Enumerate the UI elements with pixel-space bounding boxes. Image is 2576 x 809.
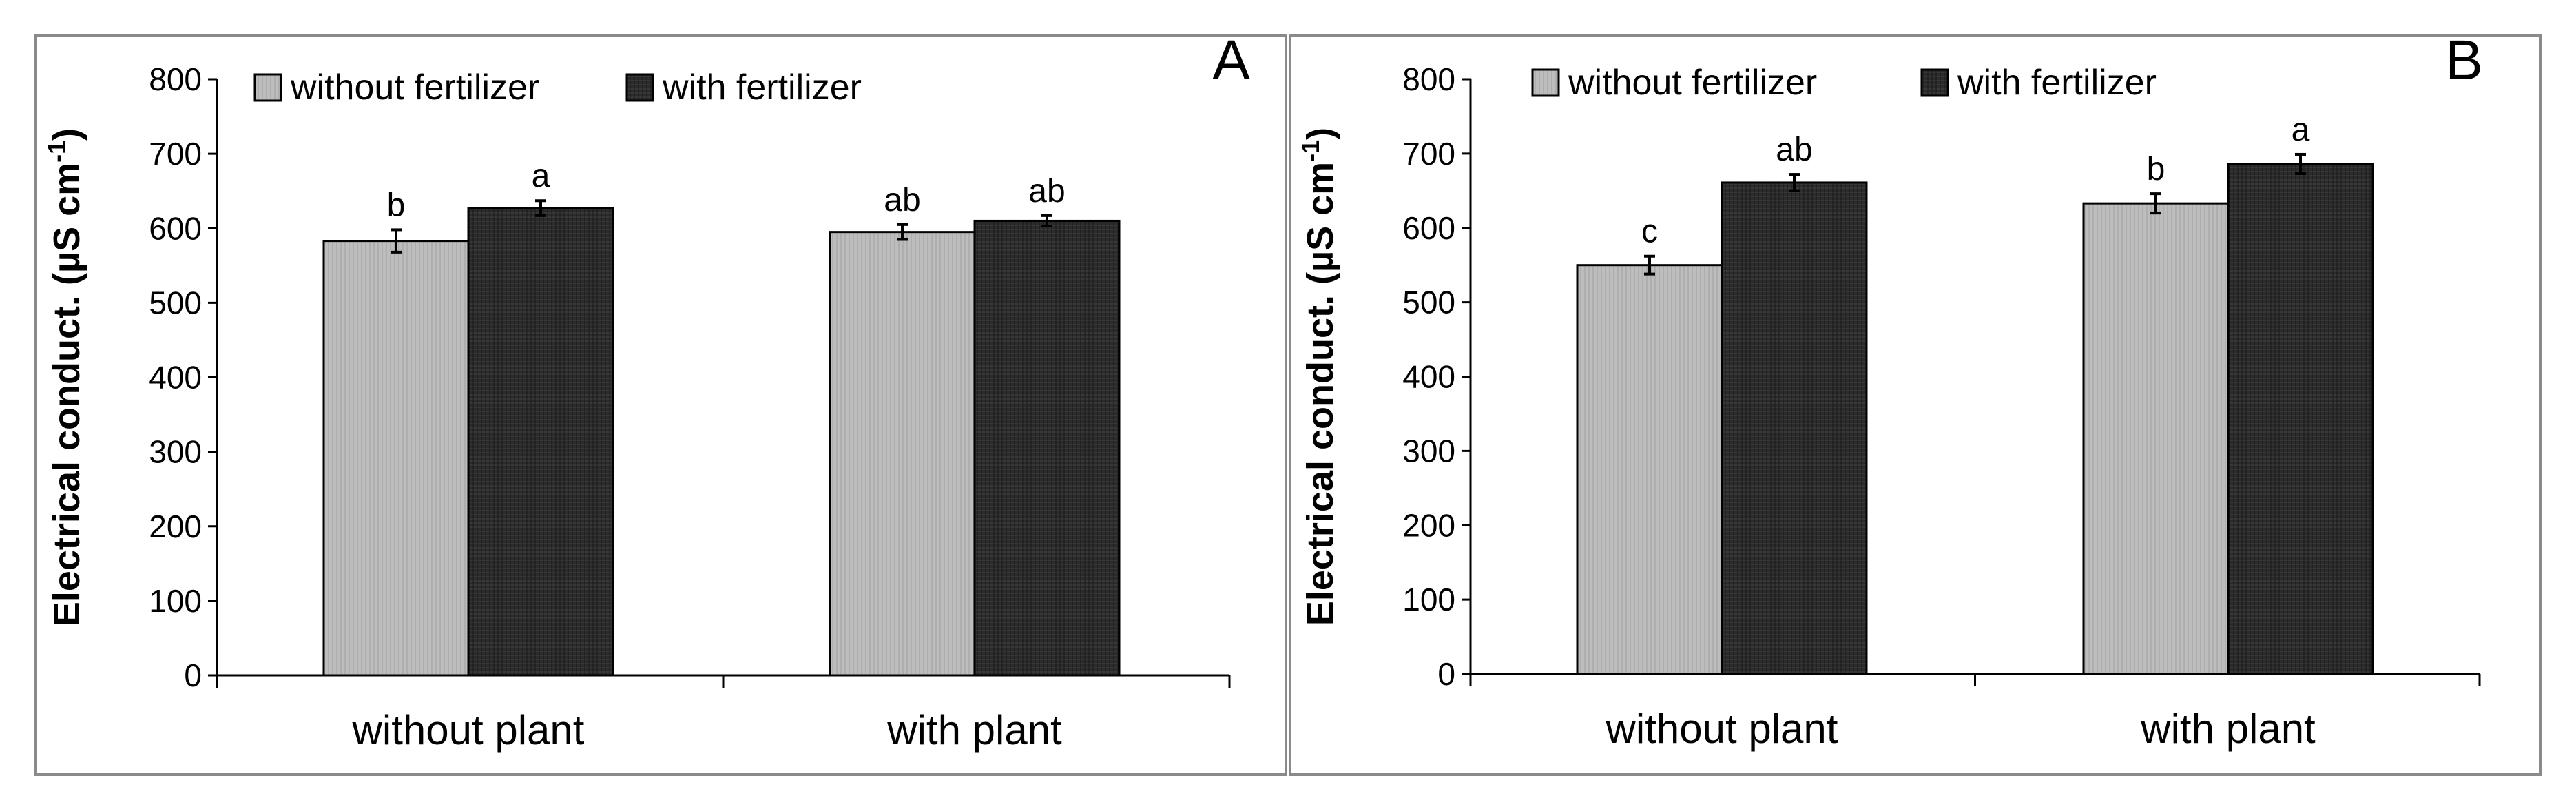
y-tick-label: 400 [1402, 359, 1455, 395]
significance-letter: ab [1028, 173, 1065, 209]
y-tick-label: 200 [1402, 507, 1455, 543]
legend-swatch [253, 73, 282, 102]
legend-label: without fertilizer [1568, 63, 1817, 103]
significance-letter: c [1641, 214, 1658, 250]
bar [1721, 181, 1868, 675]
panel-frame-b [1289, 34, 2542, 776]
bar [829, 231, 976, 677]
y-axis-label-tail: ) [1300, 127, 1341, 140]
y-axis-label-superscript: -1 [43, 141, 71, 163]
bar [467, 207, 614, 677]
y-axis-label: Electrical conduct. (µS cm-1) [1296, 127, 1342, 626]
y-axis-label-tail: ) [46, 128, 87, 141]
legend-label: with fertilizer [662, 68, 862, 107]
x-category-label: without plant [1606, 706, 1838, 752]
panel-letter: A [1212, 29, 1250, 92]
y-tick-label: 800 [1402, 61, 1455, 97]
y-tick-label: 700 [149, 136, 202, 172]
y-axis-label-main: Electrical conduct. (µS cm [46, 163, 87, 626]
significance-letter: ab [1776, 132, 1812, 168]
significance-letter: b [2147, 151, 2165, 187]
y-tick-label: 600 [149, 210, 202, 246]
legend-swatch [1531, 68, 1560, 97]
y-axis-label-superscript: -1 [1296, 140, 1325, 162]
y-tick-label: 0 [184, 657, 202, 693]
bar [973, 219, 1121, 677]
y-axis-label-main: Electrical conduct. (µS cm [1300, 162, 1341, 626]
legend-label: without fertilizer [290, 68, 539, 107]
bar [1576, 264, 1723, 675]
y-axis-label: Electrical conduct. (µS cm-1) [43, 128, 88, 626]
y-tick-label: 100 [1402, 582, 1455, 617]
y-tick-label: 500 [149, 285, 202, 320]
x-category-label: without plant [352, 707, 585, 753]
y-tick-label: 300 [1402, 433, 1455, 469]
chart-panel-b: 0 100 200 300 400 500 600 700 800 without plant wi… [1296, 29, 2484, 752]
significance-letter: ab [884, 182, 920, 218]
y-tick-label: 200 [149, 509, 202, 544]
y-tick-label: 100 [149, 583, 202, 619]
significance-letter: a [2292, 112, 2310, 148]
x-category-label: with plant [886, 707, 1062, 753]
bar [322, 240, 470, 677]
legend-swatch [625, 73, 654, 102]
y-tick-label: 800 [149, 61, 202, 97]
y-tick-label: 600 [1402, 210, 1455, 246]
bar [2227, 163, 2374, 675]
panel-frame-a [34, 34, 1287, 776]
chart-panel-a: 0 100 200 300 400 500 600 700 800 without plant wi… [43, 29, 1251, 753]
significance-letter: a [532, 158, 550, 194]
significance-letter: b [387, 187, 406, 223]
y-tick-label: 300 [149, 434, 202, 470]
panel-letter: B [2445, 29, 2483, 92]
y-tick-label: 0 [1437, 656, 1455, 692]
x-category-label: with plant [2140, 706, 2316, 752]
y-tick-label: 700 [1402, 136, 1455, 172]
legend-swatch [1920, 68, 1949, 97]
bar [2082, 202, 2230, 675]
legend-label: with fertilizer [1957, 63, 2157, 103]
y-tick-label: 400 [149, 360, 202, 396]
y-tick-label: 500 [1402, 285, 1455, 320]
